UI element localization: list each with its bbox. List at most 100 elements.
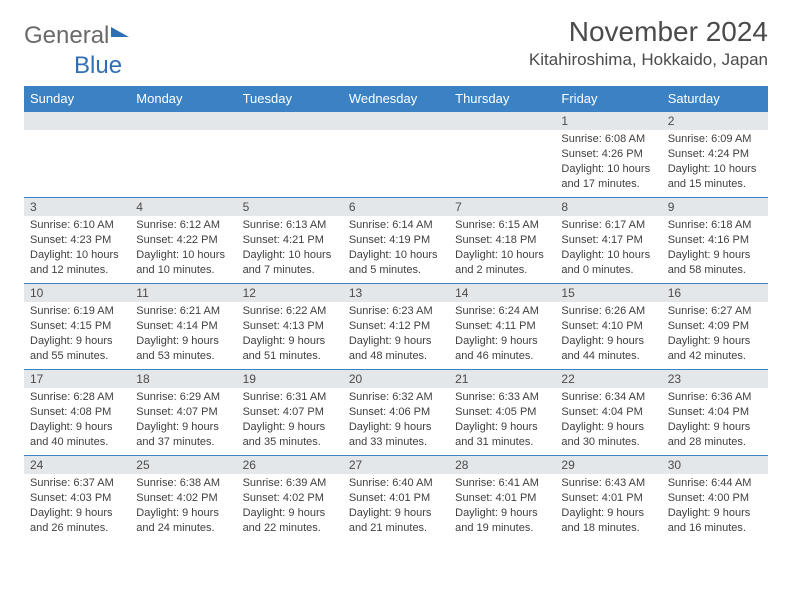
sunrise-text: Sunrise: 6:10 AM xyxy=(30,218,124,233)
day-number: 28 xyxy=(449,456,555,474)
sunrise-text: Sunrise: 6:40 AM xyxy=(349,476,443,491)
sunset-text: Sunset: 4:24 PM xyxy=(668,147,762,162)
calendar-cell: 22Sunrise: 6:34 AMSunset: 4:04 PMDayligh… xyxy=(555,370,661,456)
calendar-cell: 4Sunrise: 6:12 AMSunset: 4:22 PMDaylight… xyxy=(130,198,236,284)
daylight-text: Daylight: 10 hours and 17 minutes. xyxy=(561,162,655,192)
logo-text-general: General xyxy=(24,22,109,50)
cell-body: Sunrise: 6:43 AMSunset: 4:01 PMDaylight:… xyxy=(555,474,661,539)
cell-body: Sunrise: 6:09 AMSunset: 4:24 PMDaylight:… xyxy=(662,130,768,195)
daylight-text: Daylight: 9 hours and 46 minutes. xyxy=(455,334,549,364)
cell-body: Sunrise: 6:14 AMSunset: 4:19 PMDaylight:… xyxy=(343,216,449,281)
calendar-cell: 24Sunrise: 6:37 AMSunset: 4:03 PMDayligh… xyxy=(24,456,130,542)
daylight-text: Daylight: 9 hours and 53 minutes. xyxy=(136,334,230,364)
calendar-cell: 21Sunrise: 6:33 AMSunset: 4:05 PMDayligh… xyxy=(449,370,555,456)
daylight-text: Daylight: 9 hours and 19 minutes. xyxy=(455,506,549,536)
calendar-cell: 3Sunrise: 6:10 AMSunset: 4:23 PMDaylight… xyxy=(24,198,130,284)
daylight-text: Daylight: 9 hours and 18 minutes. xyxy=(561,506,655,536)
weekday-friday: Friday xyxy=(555,86,661,112)
calendar-cell: 14Sunrise: 6:24 AMSunset: 4:11 PMDayligh… xyxy=(449,284,555,370)
day-number: 7 xyxy=(449,198,555,216)
day-number: 10 xyxy=(24,284,130,302)
sunset-text: Sunset: 4:09 PM xyxy=(668,319,762,334)
cell-body: Sunrise: 6:18 AMSunset: 4:16 PMDaylight:… xyxy=(662,216,768,281)
weekday-monday: Monday xyxy=(130,86,236,112)
sunrise-text: Sunrise: 6:17 AM xyxy=(561,218,655,233)
day-number: 11 xyxy=(130,284,236,302)
cell-body: Sunrise: 6:33 AMSunset: 4:05 PMDaylight:… xyxy=(449,388,555,453)
day-number: 18 xyxy=(130,370,236,388)
sunset-text: Sunset: 4:16 PM xyxy=(668,233,762,248)
calendar-cell: 5Sunrise: 6:13 AMSunset: 4:21 PMDaylight… xyxy=(237,198,343,284)
sunrise-text: Sunrise: 6:19 AM xyxy=(30,304,124,319)
day-number: 25 xyxy=(130,456,236,474)
cell-body: Sunrise: 6:27 AMSunset: 4:09 PMDaylight:… xyxy=(662,302,768,367)
calendar-cell: 1Sunrise: 6:08 AMSunset: 4:26 PMDaylight… xyxy=(555,112,661,198)
logo-triangle-icon xyxy=(111,27,129,37)
sunrise-text: Sunrise: 6:38 AM xyxy=(136,476,230,491)
day-number: 16 xyxy=(662,284,768,302)
cell-body xyxy=(237,130,343,136)
cell-body: Sunrise: 6:34 AMSunset: 4:04 PMDaylight:… xyxy=(555,388,661,453)
day-number: 14 xyxy=(449,284,555,302)
title-block: November 2024 Kitahiroshima, Hokkaido, J… xyxy=(529,16,768,70)
sunset-text: Sunset: 4:01 PM xyxy=(561,491,655,506)
sunrise-text: Sunrise: 6:28 AM xyxy=(30,390,124,405)
calendar-row: 17Sunrise: 6:28 AMSunset: 4:08 PMDayligh… xyxy=(24,370,768,456)
cell-body: Sunrise: 6:28 AMSunset: 4:08 PMDaylight:… xyxy=(24,388,130,453)
calendar-cell: 17Sunrise: 6:28 AMSunset: 4:08 PMDayligh… xyxy=(24,370,130,456)
sunrise-text: Sunrise: 6:36 AM xyxy=(668,390,762,405)
sunset-text: Sunset: 4:23 PM xyxy=(30,233,124,248)
daylight-text: Daylight: 9 hours and 55 minutes. xyxy=(30,334,124,364)
cell-body xyxy=(343,130,449,136)
sunset-text: Sunset: 4:18 PM xyxy=(455,233,549,248)
daylight-text: Daylight: 9 hours and 35 minutes. xyxy=(243,420,337,450)
cell-body: Sunrise: 6:29 AMSunset: 4:07 PMDaylight:… xyxy=(130,388,236,453)
cell-body: Sunrise: 6:39 AMSunset: 4:02 PMDaylight:… xyxy=(237,474,343,539)
sunrise-text: Sunrise: 6:29 AM xyxy=(136,390,230,405)
daylight-text: Daylight: 9 hours and 28 minutes. xyxy=(668,420,762,450)
day-number: 15 xyxy=(555,284,661,302)
daylight-text: Daylight: 10 hours and 2 minutes. xyxy=(455,248,549,278)
daylight-text: Daylight: 9 hours and 58 minutes. xyxy=(668,248,762,278)
cell-body: Sunrise: 6:24 AMSunset: 4:11 PMDaylight:… xyxy=(449,302,555,367)
sunrise-text: Sunrise: 6:13 AM xyxy=(243,218,337,233)
day-number: 1 xyxy=(555,112,661,130)
day-number: 30 xyxy=(662,456,768,474)
daylight-text: Daylight: 10 hours and 15 minutes. xyxy=(668,162,762,192)
cell-body: Sunrise: 6:38 AMSunset: 4:02 PMDaylight:… xyxy=(130,474,236,539)
sunrise-text: Sunrise: 6:41 AM xyxy=(455,476,549,491)
daylight-text: Daylight: 9 hours and 30 minutes. xyxy=(561,420,655,450)
sunset-text: Sunset: 4:01 PM xyxy=(349,491,443,506)
calendar-cell: 18Sunrise: 6:29 AMSunset: 4:07 PMDayligh… xyxy=(130,370,236,456)
calendar-row: 1Sunrise: 6:08 AMSunset: 4:26 PMDaylight… xyxy=(24,112,768,198)
sunrise-text: Sunrise: 6:15 AM xyxy=(455,218,549,233)
sunrise-text: Sunrise: 6:21 AM xyxy=(136,304,230,319)
day-number: 13 xyxy=(343,284,449,302)
cell-body: Sunrise: 6:15 AMSunset: 4:18 PMDaylight:… xyxy=(449,216,555,281)
daylight-text: Daylight: 9 hours and 51 minutes. xyxy=(243,334,337,364)
day-number xyxy=(130,112,236,130)
sunrise-text: Sunrise: 6:14 AM xyxy=(349,218,443,233)
day-number: 8 xyxy=(555,198,661,216)
sunset-text: Sunset: 4:02 PM xyxy=(136,491,230,506)
sunrise-text: Sunrise: 6:39 AM xyxy=(243,476,337,491)
daylight-text: Daylight: 9 hours and 26 minutes. xyxy=(30,506,124,536)
sunset-text: Sunset: 4:05 PM xyxy=(455,405,549,420)
calendar-cell: 11Sunrise: 6:21 AMSunset: 4:14 PMDayligh… xyxy=(130,284,236,370)
day-number: 19 xyxy=(237,370,343,388)
daylight-text: Daylight: 9 hours and 44 minutes. xyxy=(561,334,655,364)
calendar-cell: 2Sunrise: 6:09 AMSunset: 4:24 PMDaylight… xyxy=(662,112,768,198)
cell-body xyxy=(449,130,555,136)
calendar-cell: 15Sunrise: 6:26 AMSunset: 4:10 PMDayligh… xyxy=(555,284,661,370)
logo-text-blue: Blue xyxy=(74,52,122,79)
daylight-text: Daylight: 10 hours and 7 minutes. xyxy=(243,248,337,278)
calendar-body: 1Sunrise: 6:08 AMSunset: 4:26 PMDaylight… xyxy=(24,112,768,542)
weekday-sunday: Sunday xyxy=(24,86,130,112)
cell-body: Sunrise: 6:26 AMSunset: 4:10 PMDaylight:… xyxy=(555,302,661,367)
calendar-cell: 20Sunrise: 6:32 AMSunset: 4:06 PMDayligh… xyxy=(343,370,449,456)
calendar-cell: 6Sunrise: 6:14 AMSunset: 4:19 PMDaylight… xyxy=(343,198,449,284)
cell-body: Sunrise: 6:31 AMSunset: 4:07 PMDaylight:… xyxy=(237,388,343,453)
day-number xyxy=(343,112,449,130)
daylight-text: Daylight: 9 hours and 40 minutes. xyxy=(30,420,124,450)
sunset-text: Sunset: 4:21 PM xyxy=(243,233,337,248)
